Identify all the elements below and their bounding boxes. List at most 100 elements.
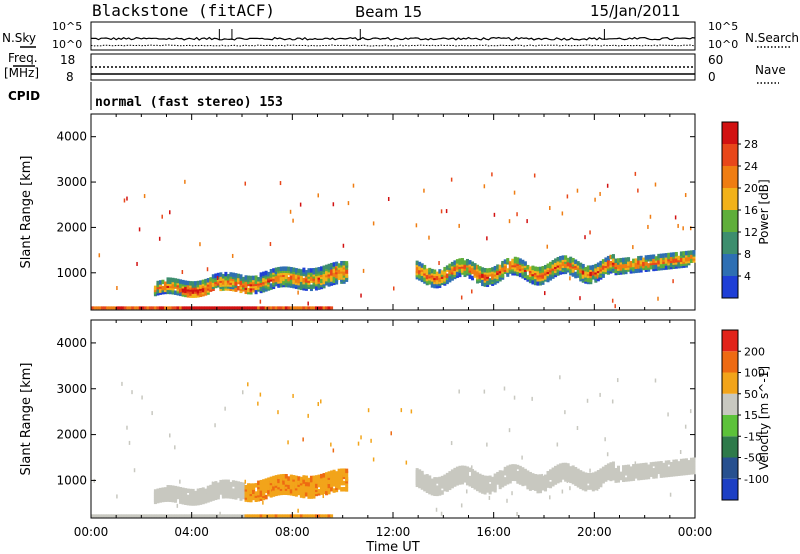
echo-cell — [199, 488, 203, 493]
echo-cell — [669, 492, 672, 497]
ground-scatter-cell — [307, 514, 311, 518]
echo-cell — [332, 469, 336, 475]
ground-scatter-cell — [244, 306, 248, 310]
echo-cell — [455, 259, 459, 264]
echo-cell — [312, 492, 316, 497]
echo-cell — [463, 478, 467, 483]
colorbar-segment — [722, 372, 738, 394]
echo-cell — [513, 256, 517, 262]
colorbar-tick-label: 28 — [744, 138, 758, 151]
echo-cell — [644, 462, 648, 468]
echo-cell — [584, 472, 588, 477]
ground-scatter-cell — [294, 514, 298, 518]
echo-cell — [659, 253, 663, 259]
echo-cell — [556, 271, 560, 276]
echo-cell — [571, 465, 575, 470]
ground-scatter-cell — [131, 306, 135, 310]
echo-cell — [544, 264, 548, 270]
echo-cell — [549, 205, 551, 210]
echo-cell — [325, 264, 329, 270]
echo-cell — [647, 472, 651, 478]
echo-cell — [574, 477, 578, 482]
echo-cell — [591, 472, 595, 477]
echo-cell — [453, 260, 457, 265]
echo-cell — [546, 479, 550, 484]
ground-scatter-cell — [146, 306, 150, 310]
echo-cell — [297, 508, 299, 513]
echo-cell — [269, 242, 272, 247]
echo-cell — [430, 268, 434, 274]
echo-cell — [131, 390, 133, 395]
echo-cell — [682, 257, 686, 262]
echo-cell — [166, 289, 170, 295]
echo-cell — [219, 276, 223, 281]
echo-cell — [267, 477, 271, 482]
echo-cell — [196, 488, 200, 493]
echo-cell — [513, 266, 517, 272]
echo-cell — [123, 198, 126, 203]
echo-cell — [322, 494, 325, 499]
echo-cell — [352, 183, 355, 188]
echo-cell — [453, 270, 457, 276]
ground-scatter-cell — [216, 306, 220, 310]
echo-cell — [297, 268, 301, 274]
echo-cell — [179, 291, 183, 297]
echo-cell — [689, 457, 693, 463]
echo-cell — [252, 275, 256, 281]
echo-cell — [594, 263, 598, 269]
ground-scatter-cell — [201, 306, 205, 310]
echo-cell — [435, 275, 439, 281]
echo-cell — [453, 474, 457, 479]
ground-scatter-cell — [151, 514, 155, 518]
echo-cell — [418, 483, 422, 489]
colorbar-segment — [722, 232, 738, 254]
echo-cell — [191, 281, 195, 286]
echo-cell — [297, 278, 301, 284]
echo-cell — [616, 258, 620, 263]
echo-cell — [239, 280, 243, 285]
ground-scatter-cell — [302, 514, 306, 518]
echo-cell — [420, 470, 424, 476]
ground-scatter-cell — [171, 306, 175, 310]
echo-cell — [513, 464, 517, 469]
echo-cell — [689, 465, 693, 471]
echo-cell — [498, 264, 502, 270]
echo-cell — [501, 260, 505, 266]
range-tick-label: 4000 — [56, 336, 87, 350]
echo-cell — [179, 279, 183, 284]
echo-cell — [508, 261, 512, 266]
echo-cell — [138, 227, 141, 232]
ground-scatter-cell — [252, 514, 256, 518]
ground-scatter-cell — [330, 306, 334, 310]
ground-scatter-cell — [239, 514, 243, 518]
date-label: 15/Jan/2011 — [590, 2, 681, 20]
ground-scatter-cell — [304, 514, 308, 518]
echo-cell — [342, 468, 346, 473]
echo-cell — [574, 271, 578, 277]
ground-scatter-cell — [214, 306, 218, 310]
echo-cell — [564, 473, 568, 478]
echo-cell — [214, 273, 218, 278]
echo-cell — [330, 486, 334, 492]
echo-cell — [682, 251, 686, 256]
echo-cell — [586, 398, 589, 403]
echo-cell — [541, 473, 543, 478]
ground-scatter-cell — [108, 514, 112, 518]
echo-cell — [302, 283, 306, 289]
echo-cell — [596, 276, 600, 282]
echo-cell — [637, 463, 641, 469]
echo-cell — [309, 268, 313, 273]
ground-scatter-cell — [254, 306, 258, 310]
echo-cell — [158, 487, 162, 493]
echo-cell — [289, 267, 293, 272]
ground-scatter-cell — [166, 306, 170, 310]
noise-top-tick-right: 10^5 — [708, 20, 738, 33]
echo-cell — [511, 258, 515, 264]
echo-cell — [606, 183, 609, 188]
echo-cell — [335, 261, 339, 267]
echo-cell — [584, 273, 588, 278]
echo-cell — [325, 482, 329, 487]
echo-cell — [574, 473, 578, 478]
echo-cell — [657, 461, 661, 466]
echo-cell — [277, 482, 281, 488]
